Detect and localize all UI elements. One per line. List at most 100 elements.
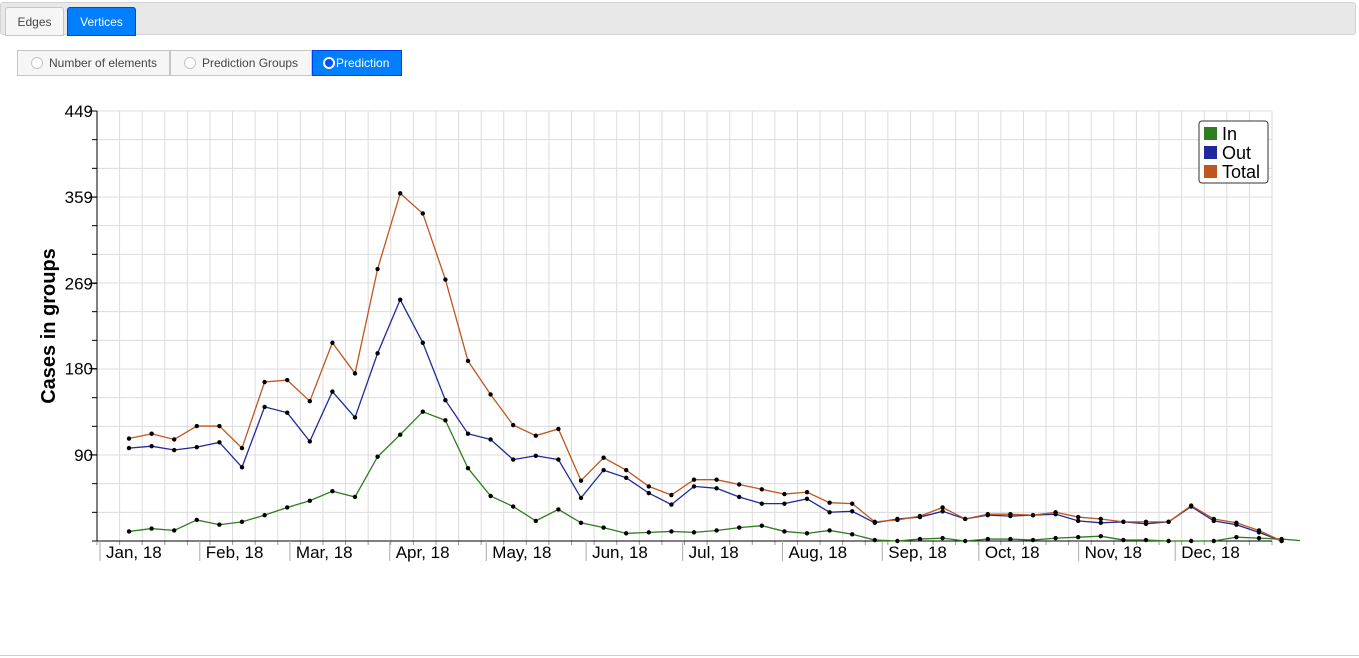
x-tick-label: Oct, 18 xyxy=(985,543,1040,562)
data-point xyxy=(1008,511,1013,517)
data-point xyxy=(488,493,493,499)
data-point xyxy=(917,513,923,519)
chart-series xyxy=(126,191,1300,544)
data-point xyxy=(194,517,199,523)
data-point xyxy=(556,507,561,512)
tab-bar: Edges Vertices xyxy=(0,2,1356,36)
data-point xyxy=(963,516,968,522)
data-point xyxy=(578,495,584,501)
line-chart: 90 180 269 359 449 Jan, 18 Feb, 18 Mar, 18 Apr,… xyxy=(38,102,1300,562)
x-tick-label: May, 18 xyxy=(492,543,551,562)
y-tick-label: 449 xyxy=(65,102,93,121)
data-point xyxy=(126,529,132,534)
data-point xyxy=(1256,535,1262,541)
data-point xyxy=(940,535,945,541)
data-point xyxy=(172,528,177,533)
data-point xyxy=(194,444,199,450)
radio-unchecked-icon xyxy=(184,57,196,69)
data-point xyxy=(533,518,538,524)
data-point xyxy=(895,538,900,544)
data-point xyxy=(307,439,312,444)
data-point xyxy=(556,426,561,432)
data-point xyxy=(126,445,132,451)
chart-grid xyxy=(96,110,1273,542)
data-point xyxy=(488,392,493,397)
data-point xyxy=(330,340,335,345)
data-point xyxy=(1098,520,1104,526)
data-point xyxy=(1211,516,1217,522)
data-point xyxy=(285,410,290,415)
data-point xyxy=(872,519,877,525)
data-point xyxy=(443,398,448,403)
data-point xyxy=(759,523,764,528)
data-point xyxy=(827,510,832,515)
data-point xyxy=(1189,503,1194,508)
series-line-total xyxy=(128,192,1282,542)
data-point xyxy=(737,494,742,500)
data-point xyxy=(624,475,629,480)
data-point xyxy=(307,398,312,404)
data-point xyxy=(782,491,787,497)
x-tick-label: Jun, 18 xyxy=(592,543,648,562)
x-tick-label: Apr, 18 xyxy=(396,543,450,562)
data-point xyxy=(1189,538,1194,544)
radio-number-of-elements[interactable]: Number of elements xyxy=(17,50,170,76)
data-point xyxy=(375,454,380,459)
x-tick-label: Mar, 18 xyxy=(296,543,353,562)
data-point xyxy=(804,496,810,502)
legend-swatch-out xyxy=(1204,146,1217,159)
x-tick-label: Feb, 18 xyxy=(206,543,264,562)
legend-label: Out xyxy=(1222,143,1251,163)
data-point xyxy=(1098,534,1104,539)
radio-label: Number of elements xyxy=(49,56,158,70)
data-point xyxy=(352,494,358,500)
radio-label: Prediction xyxy=(336,56,390,70)
data-point xyxy=(239,445,245,451)
data-point xyxy=(578,520,584,526)
data-point xyxy=(601,467,606,473)
legend-swatch-in xyxy=(1204,127,1217,140)
data-point xyxy=(172,447,177,453)
data-point xyxy=(578,478,584,483)
tab-edges[interactable]: Edges xyxy=(5,7,64,36)
data-point xyxy=(827,500,832,505)
data-point xyxy=(1166,538,1171,544)
data-point xyxy=(804,489,810,495)
legend-label: Total xyxy=(1222,162,1260,182)
x-axis: Jan, 18 Feb, 18 Mar, 18 Apr, 18 May, 18 Jun, … xyxy=(96,540,1273,562)
data-point xyxy=(262,379,267,385)
tab-vertices[interactable]: Vertices xyxy=(67,7,136,36)
data-point xyxy=(352,371,358,376)
data-point xyxy=(375,351,380,356)
y-axis: 90 180 269 359 449 xyxy=(65,102,98,542)
x-tick-label: Jul, 18 xyxy=(689,543,739,562)
data-point xyxy=(1211,538,1217,544)
data-point xyxy=(737,525,742,530)
data-point xyxy=(330,489,335,494)
data-point xyxy=(1234,520,1239,526)
data-point xyxy=(398,432,403,437)
data-point xyxy=(714,528,719,533)
data-point xyxy=(669,492,674,498)
x-tick-label: Sep, 18 xyxy=(888,543,947,562)
data-point xyxy=(1030,537,1036,543)
radio-prediction-groups[interactable]: Prediction Groups xyxy=(170,50,312,76)
data-point xyxy=(782,501,787,506)
data-point xyxy=(759,487,764,492)
data-point xyxy=(239,465,245,470)
data-point xyxy=(691,484,697,489)
data-point xyxy=(850,532,855,537)
data-point xyxy=(1166,519,1171,525)
data-point xyxy=(850,509,855,514)
data-point xyxy=(398,297,403,302)
data-point xyxy=(217,423,222,429)
data-point xyxy=(714,477,719,482)
data-point xyxy=(352,415,358,420)
data-point xyxy=(149,431,154,436)
data-point xyxy=(465,466,471,471)
data-point xyxy=(443,418,448,423)
y-tick-label: 269 xyxy=(65,274,93,293)
data-point xyxy=(488,437,493,442)
radio-prediction[interactable]: Prediction xyxy=(312,50,402,76)
data-point xyxy=(850,501,855,506)
